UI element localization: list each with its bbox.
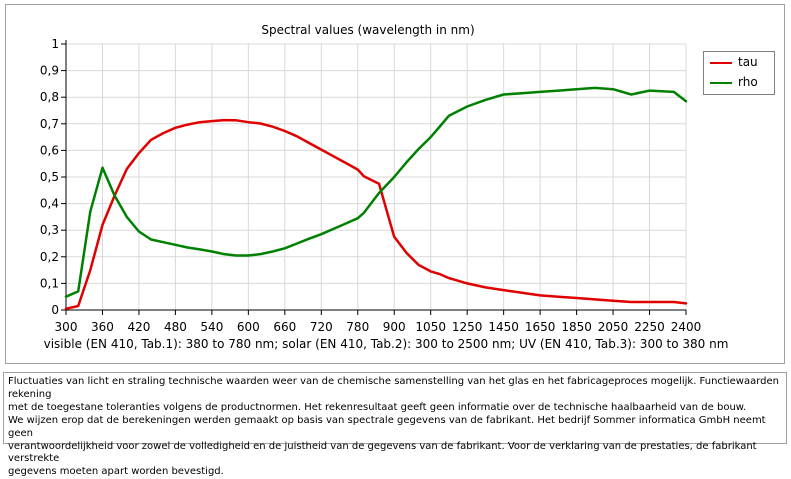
x-tick-label: 660: [273, 320, 296, 334]
x-tick-label: 540: [200, 320, 223, 334]
y-tick-label: 0,8: [40, 90, 59, 104]
y-tick-label: 0,7: [40, 117, 59, 131]
legend-swatch-rho: [710, 82, 732, 84]
series-line-tau: [64, 118, 688, 310]
x-tick-label: 2050: [598, 320, 629, 334]
legend-item-rho: rho: [704, 74, 774, 92]
y-tick-label: 0,9: [40, 64, 59, 78]
x-tick-label: 600: [237, 320, 260, 334]
chart-canvas: Spectral values (wavelength in nm) 0 0,1 0…: [40, 23, 729, 351]
disclaimer-text: Fluctuaties van licht en straling techni…: [8, 376, 782, 479]
disclaimer-line: We wijzen erop dat de berekeningen werde…: [8, 414, 766, 439]
x-tick-label: 720: [310, 320, 333, 334]
x-tick-label: 1450: [488, 320, 519, 334]
x-axis-label: visible (EN 410, Tab.1): 380 to 780 nm; …: [44, 337, 729, 351]
legend-item-tau: tau: [704, 54, 774, 72]
x-tick-label: 780: [346, 320, 369, 334]
y-tick-label: 0,1: [40, 276, 59, 290]
legend-swatch-tau: [710, 62, 732, 64]
y-tick-label: 0,6: [40, 143, 59, 157]
disclaimer-line: met de toegestane toleranties volgens de…: [8, 401, 747, 413]
chart-panel: [5, 4, 785, 364]
disclaimer-line: verantwoordelijkheid voor zowel de volle…: [8, 440, 757, 465]
chart-title: Spectral values (wavelength in nm): [261, 23, 474, 37]
disclaimer-line: Fluctuaties van licht en straling techni…: [8, 376, 779, 400]
series-line-rho: [64, 86, 688, 298]
x-tick-label: 1850: [561, 320, 592, 334]
y-tick-label: 1: [51, 37, 59, 51]
y-tick-label: 0,5: [40, 170, 59, 184]
x-tick-label: 900: [383, 320, 406, 334]
disclaimer-line: gegevens moeten apart worden bevestigd.: [8, 466, 224, 478]
x-tick-label: 1650: [525, 320, 556, 334]
y-tick-label: 0,3: [40, 223, 59, 237]
x-tick-label: 360: [91, 320, 114, 334]
y-tick-label: 0,4: [40, 197, 59, 211]
legend-label-rho: rho: [738, 75, 758, 89]
x-tick-label: 420: [127, 320, 150, 334]
x-tick-label: 1050: [415, 320, 446, 334]
disclaimer-panel: Fluctuaties van licht en straling techni…: [3, 372, 787, 477]
x-tick-label: 300: [55, 320, 78, 334]
x-tick-label: 2400: [671, 320, 702, 334]
chart-legend: tau rho: [703, 51, 775, 95]
x-tick-label: 480: [164, 320, 187, 334]
y-tick-label: 0: [51, 303, 59, 317]
x-tick-label: 1250: [452, 320, 483, 334]
legend-label-tau: tau: [738, 55, 758, 69]
y-tick-label: 0,2: [40, 250, 59, 264]
x-tick-label: 2250: [634, 320, 665, 334]
